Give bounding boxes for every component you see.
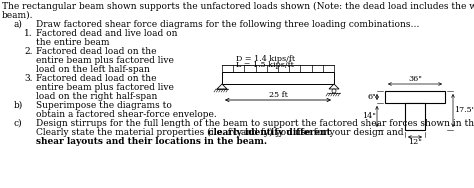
- Circle shape: [332, 89, 336, 93]
- Bar: [385, 91, 445, 103]
- Text: Clearly state the material properties (i.e. f′c and fy) you use for your design : Clearly state the material properties (i…: [36, 128, 406, 137]
- Text: 14": 14": [362, 112, 376, 121]
- Text: shear layouts and their locations in the beam.: shear layouts and their locations in the…: [36, 137, 267, 146]
- Text: L = 1.5 kips/ft: L = 1.5 kips/ft: [236, 61, 294, 69]
- Text: Superimpose the diagrams to: Superimpose the diagrams to: [36, 101, 172, 110]
- Text: b): b): [14, 101, 23, 110]
- Text: entire beam plus factored live: entire beam plus factored live: [36, 83, 174, 92]
- Text: Factored dead load on the: Factored dead load on the: [36, 47, 156, 56]
- Text: Factored dead and live load on: Factored dead and live load on: [36, 29, 177, 38]
- Bar: [222, 72, 334, 84]
- Bar: [405, 103, 425, 130]
- Text: D = 1.4 kips/ft: D = 1.4 kips/ft: [236, 55, 295, 63]
- Text: Factored dead load on the: Factored dead load on the: [36, 74, 156, 83]
- Text: 6": 6": [367, 93, 376, 101]
- Text: Design stirrups for the full length of the beam to support the factored shear fo: Design stirrups for the full length of t…: [36, 119, 474, 128]
- Text: beam).: beam).: [2, 11, 34, 20]
- Text: load on the left half-span: load on the left half-span: [36, 65, 150, 74]
- Text: 1.: 1.: [24, 29, 33, 38]
- Polygon shape: [217, 84, 227, 89]
- Text: load on the right half-span: load on the right half-span: [36, 92, 157, 101]
- Text: 12": 12": [408, 138, 422, 146]
- Text: entire beam plus factored live: entire beam plus factored live: [36, 56, 174, 65]
- Text: 25 ft: 25 ft: [269, 91, 287, 99]
- Text: 17.5": 17.5": [454, 106, 474, 114]
- Text: 3.: 3.: [24, 74, 33, 83]
- Text: the entire beam: the entire beam: [36, 38, 109, 47]
- Polygon shape: [329, 84, 339, 89]
- Text: clearly identify different: clearly identify different: [208, 128, 331, 137]
- Text: The rectangular beam shown supports the unfactored loads shown (Note: the dead l: The rectangular beam shown supports the …: [2, 2, 474, 11]
- Text: 36": 36": [408, 75, 422, 83]
- Text: Draw factored shear force diagrams for the following three loading combinations…: Draw factored shear force diagrams for t…: [36, 20, 419, 29]
- Text: c): c): [14, 119, 23, 128]
- Text: a): a): [14, 20, 23, 29]
- Text: 2.: 2.: [24, 47, 33, 56]
- Text: obtain a factored shear-force envelope.: obtain a factored shear-force envelope.: [36, 110, 217, 119]
